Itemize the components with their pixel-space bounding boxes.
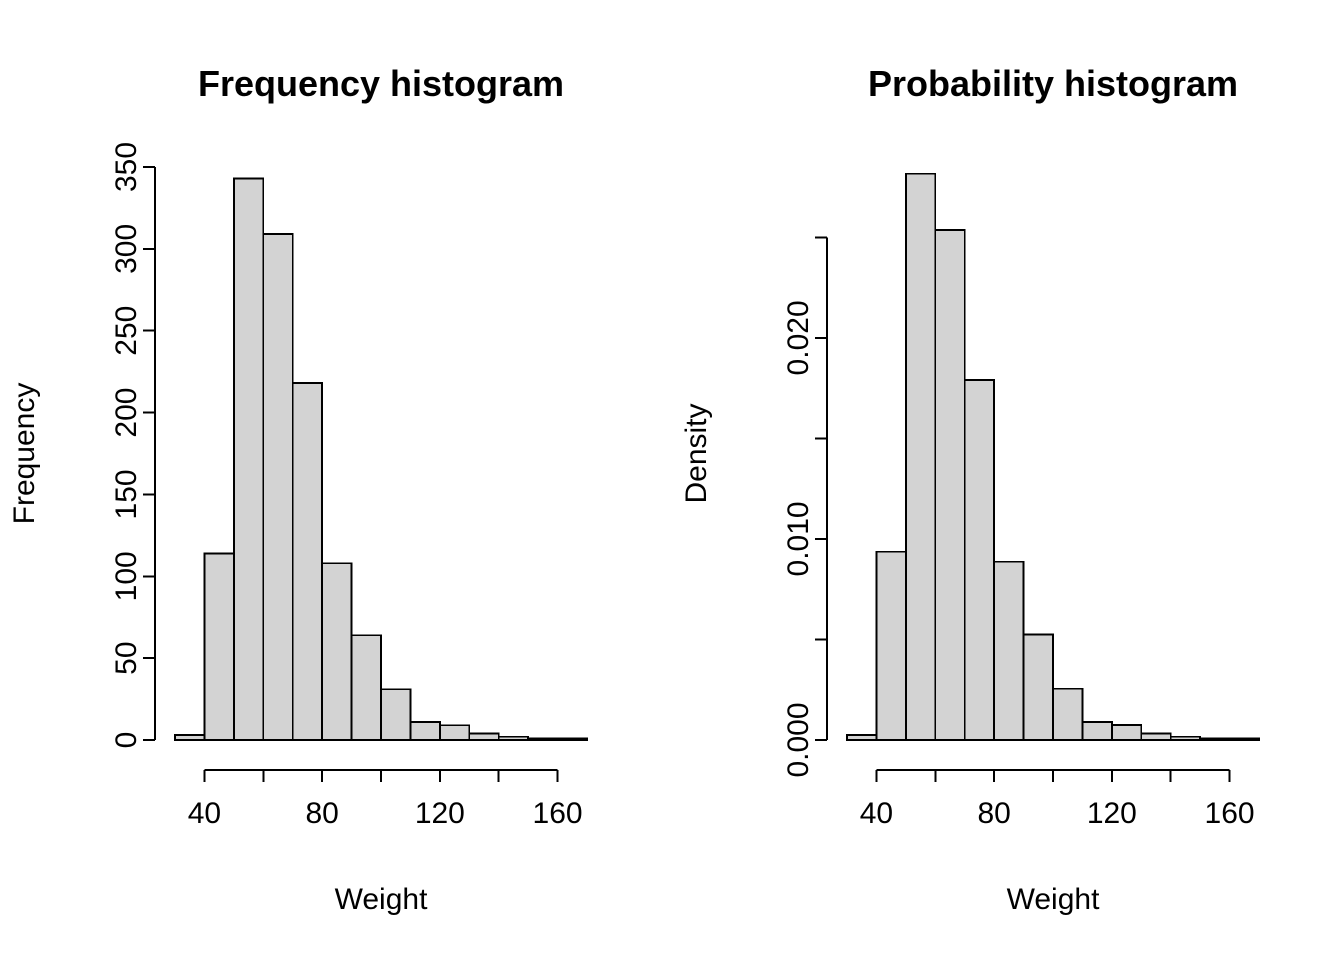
histogram-bar [993, 560, 1025, 741]
histogram-bar [963, 379, 996, 741]
histogram-bar [380, 688, 412, 741]
histogram-bar [1199, 737, 1231, 741]
x-tick-label: 120 [415, 797, 465, 830]
histogram-bar [1110, 724, 1143, 741]
histogram-bar [846, 734, 878, 741]
y-axis-label: Density [680, 403, 713, 503]
histogram-bar [1081, 721, 1113, 741]
histogram-bar [1169, 735, 1202, 741]
histogram-bar [438, 724, 471, 741]
histogram-bar [409, 721, 441, 741]
chart-title: Probability histogram [868, 63, 1238, 104]
histogram-bar [556, 737, 588, 741]
frequency-histogram-panel: Frequency histogram Weight Frequency 0 50 100… [8, 63, 588, 916]
histogram-bar [497, 735, 530, 741]
y-tick-label: 50 [110, 641, 143, 674]
y-tick-label: 0.000 [782, 702, 815, 777]
y-tick-label: 100 [110, 551, 143, 601]
x-tick-label: 80 [977, 797, 1010, 830]
histogram-bar [262, 233, 294, 741]
histogram-bar [232, 177, 265, 741]
y-tick-label: 250 [110, 306, 143, 356]
probability-histogram-panel: Probability histogram Weight Density 0.000 0… [680, 63, 1260, 916]
histogram-bar [1052, 687, 1084, 741]
y-tick-label: 0 [110, 732, 143, 749]
x-tick-label: 120 [1087, 797, 1137, 830]
y-tick-label: 0.020 [782, 300, 815, 375]
y-tick-label: 350 [110, 142, 143, 192]
x-tick-label: 160 [533, 797, 583, 830]
histogram-bar [1228, 737, 1260, 741]
histogram-bar [350, 634, 382, 741]
y-tick-label: 200 [110, 388, 143, 438]
x-tick-label: 80 [305, 797, 338, 830]
histogram-bar [1140, 732, 1172, 741]
x-tick-label: 40 [860, 797, 893, 830]
histogram-bar [904, 172, 937, 741]
histogram-bar [527, 737, 559, 741]
histogram-bar [321, 562, 353, 741]
y-axis-label: Frequency [8, 383, 41, 525]
histogram-bar [203, 552, 235, 741]
histogram-bar [875, 550, 907, 741]
x-axis-label: Weight [335, 883, 428, 916]
chart-title: Frequency histogram [198, 63, 564, 104]
histogram-bar [1022, 633, 1054, 741]
histogram-bar [291, 382, 324, 741]
y-tick-label: 150 [110, 469, 143, 519]
y-tick-label: 0.010 [782, 501, 815, 576]
histogram-bar [468, 732, 500, 741]
histogram-bar [174, 734, 206, 741]
x-tick-label: 40 [188, 797, 221, 830]
x-tick-label: 160 [1205, 797, 1255, 830]
y-tick-label: 300 [110, 224, 143, 274]
histogram-bar [934, 229, 966, 741]
x-axis-label: Weight [1007, 883, 1100, 916]
